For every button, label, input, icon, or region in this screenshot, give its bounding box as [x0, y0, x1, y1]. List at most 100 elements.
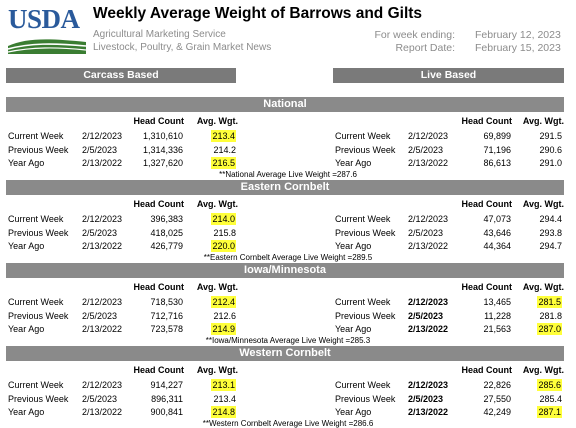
row-avg-weight: 214.9	[190, 323, 236, 335]
row-head-count: 396,383	[150, 214, 183, 224]
agency-name: Agricultural Marketing Service	[93, 29, 226, 40]
row-avg-weight: 212.6	[190, 311, 236, 321]
row-date: 2/12/2023	[408, 380, 449, 390]
row-head-count: 22,826	[483, 380, 511, 390]
row-avg-weight: 220.0	[190, 240, 236, 252]
row-avg-weight: 291.5	[516, 131, 562, 141]
row-label: Current Week	[335, 131, 391, 141]
head-count-header: Head Count	[461, 116, 513, 126]
avg-wgt-header: Avg. Wgt.	[522, 282, 564, 292]
avg-weight-value: 213.4	[213, 394, 236, 404]
row-date: 2/5/2023	[82, 394, 118, 404]
row-head-count: 11,228	[484, 311, 511, 321]
avg-wgt-header: Avg. Wgt.	[196, 282, 238, 292]
row-date: 2/12/2023	[408, 131, 449, 141]
row-avg-weight: 214.2	[190, 145, 236, 155]
row-date: 2/12/2023	[408, 297, 449, 307]
report-title: Weekly Average Weight of Barrows and Gil…	[93, 5, 423, 22]
avg-weight-value: 215.8	[213, 228, 236, 238]
row-head-count: 27,550	[483, 394, 511, 404]
avg-weight-value: 291.0	[539, 158, 562, 168]
avg-weight-value: 293.8	[539, 228, 562, 238]
row-label: Year Ago	[8, 324, 45, 334]
division-name: Livestock, Poultry, & Grain Market News	[93, 42, 272, 53]
avg-wgt-header: Avg. Wgt.	[196, 116, 238, 126]
row-label: Year Ago	[8, 241, 45, 251]
avg-weight-value: 214.0	[211, 213, 236, 225]
row-avg-weight: 281.8	[516, 311, 562, 321]
avg-wgt-header: Avg. Wgt.	[522, 116, 564, 126]
row-label: Year Ago	[335, 158, 372, 168]
head-count-header: Head Count	[461, 282, 513, 292]
row-head-count: 13,465	[483, 297, 511, 307]
row-head-count: 718,530	[150, 297, 183, 307]
row-label: Previous Week	[8, 145, 69, 155]
row-head-count: 723,578	[150, 324, 183, 334]
average-live-weight-note: **Eastern Cornbelt Average Live Weight =…	[203, 253, 373, 262]
row-head-count: 43,646	[483, 228, 511, 238]
row-head-count: 44,364	[483, 241, 511, 251]
row-avg-weight: 290.6	[516, 145, 562, 155]
row-head-count: 712,716	[150, 311, 183, 321]
usda-logo: USDA	[8, 6, 86, 54]
avg-weight-value: 290.6	[539, 145, 562, 155]
report-date-value: February 15, 2023	[475, 42, 561, 54]
carcass-based-header: Carcass Based	[6, 68, 236, 83]
row-label: Year Ago	[8, 407, 45, 417]
row-head-count: 1,310,610	[142, 131, 183, 141]
row-head-count: 47,073	[483, 214, 511, 224]
row-date: 2/5/2023	[82, 228, 118, 238]
row-label: Previous Week	[335, 228, 396, 238]
row-date: 2/13/2022	[82, 324, 123, 334]
average-live-weight-note: **Iowa/Minnesota Average Live Weight =28…	[205, 336, 371, 345]
row-label: Current Week	[8, 297, 64, 307]
row-date: 2/5/2023	[408, 311, 444, 321]
section-header: Eastern Cornbelt	[6, 180, 564, 195]
avg-weight-value: 287.0	[537, 323, 562, 335]
week-ending-value: February 12, 2023	[475, 29, 561, 41]
row-date: 2/13/2022	[408, 241, 449, 251]
avg-weight-value: 216.5	[211, 157, 236, 169]
row-date: 2/12/2023	[82, 297, 123, 307]
avg-weight-value: 213.1	[211, 379, 236, 391]
row-head-count: 1,327,620	[142, 158, 183, 168]
row-date: 2/5/2023	[82, 311, 118, 321]
row-label: Previous Week	[335, 145, 396, 155]
average-live-weight-note: **Western Cornbelt Average Live Weight =…	[202, 419, 374, 428]
row-label: Year Ago	[8, 158, 45, 168]
row-date: 2/13/2022	[82, 158, 123, 168]
row-head-count: 914,227	[150, 380, 183, 390]
row-label: Year Ago	[335, 407, 372, 417]
avg-weight-value: 214.9	[211, 323, 236, 335]
row-date: 2/13/2022	[408, 324, 449, 334]
row-avg-weight: 285.4	[516, 394, 562, 404]
row-label: Year Ago	[335, 324, 372, 334]
row-head-count: 42,249	[483, 407, 511, 417]
row-head-count: 1,314,336	[142, 145, 183, 155]
row-label: Current Week	[335, 214, 391, 224]
row-avg-weight: 216.5	[190, 157, 236, 169]
row-avg-weight: 281.5	[516, 296, 562, 308]
row-date: 2/5/2023	[408, 228, 444, 238]
avg-weight-value: 294.7	[539, 241, 562, 251]
row-date: 2/5/2023	[408, 145, 444, 155]
row-avg-weight: 213.4	[190, 394, 236, 404]
row-label: Current Week	[8, 214, 64, 224]
row-head-count: 71,196	[483, 145, 511, 155]
row-head-count: 418,025	[150, 228, 183, 238]
head-count-header: Head Count	[461, 365, 513, 375]
row-avg-weight: 213.1	[190, 379, 236, 391]
avg-weight-value: 220.0	[211, 240, 236, 252]
logo-text: USDA	[8, 4, 80, 34]
avg-weight-value: 285.4	[539, 394, 562, 404]
report-date-label: Report Date:	[395, 42, 455, 54]
head-count-header: Head Count	[133, 365, 185, 375]
row-date: 2/13/2022	[408, 158, 449, 168]
head-count-header: Head Count	[133, 199, 185, 209]
row-avg-weight: 213.4	[190, 130, 236, 142]
row-date: 2/13/2022	[82, 407, 123, 417]
avg-weight-value: 214.8	[211, 406, 236, 418]
row-label: Current Week	[335, 380, 391, 390]
avg-weight-value: 281.5	[537, 296, 562, 308]
row-date: 2/5/2023	[408, 394, 444, 404]
